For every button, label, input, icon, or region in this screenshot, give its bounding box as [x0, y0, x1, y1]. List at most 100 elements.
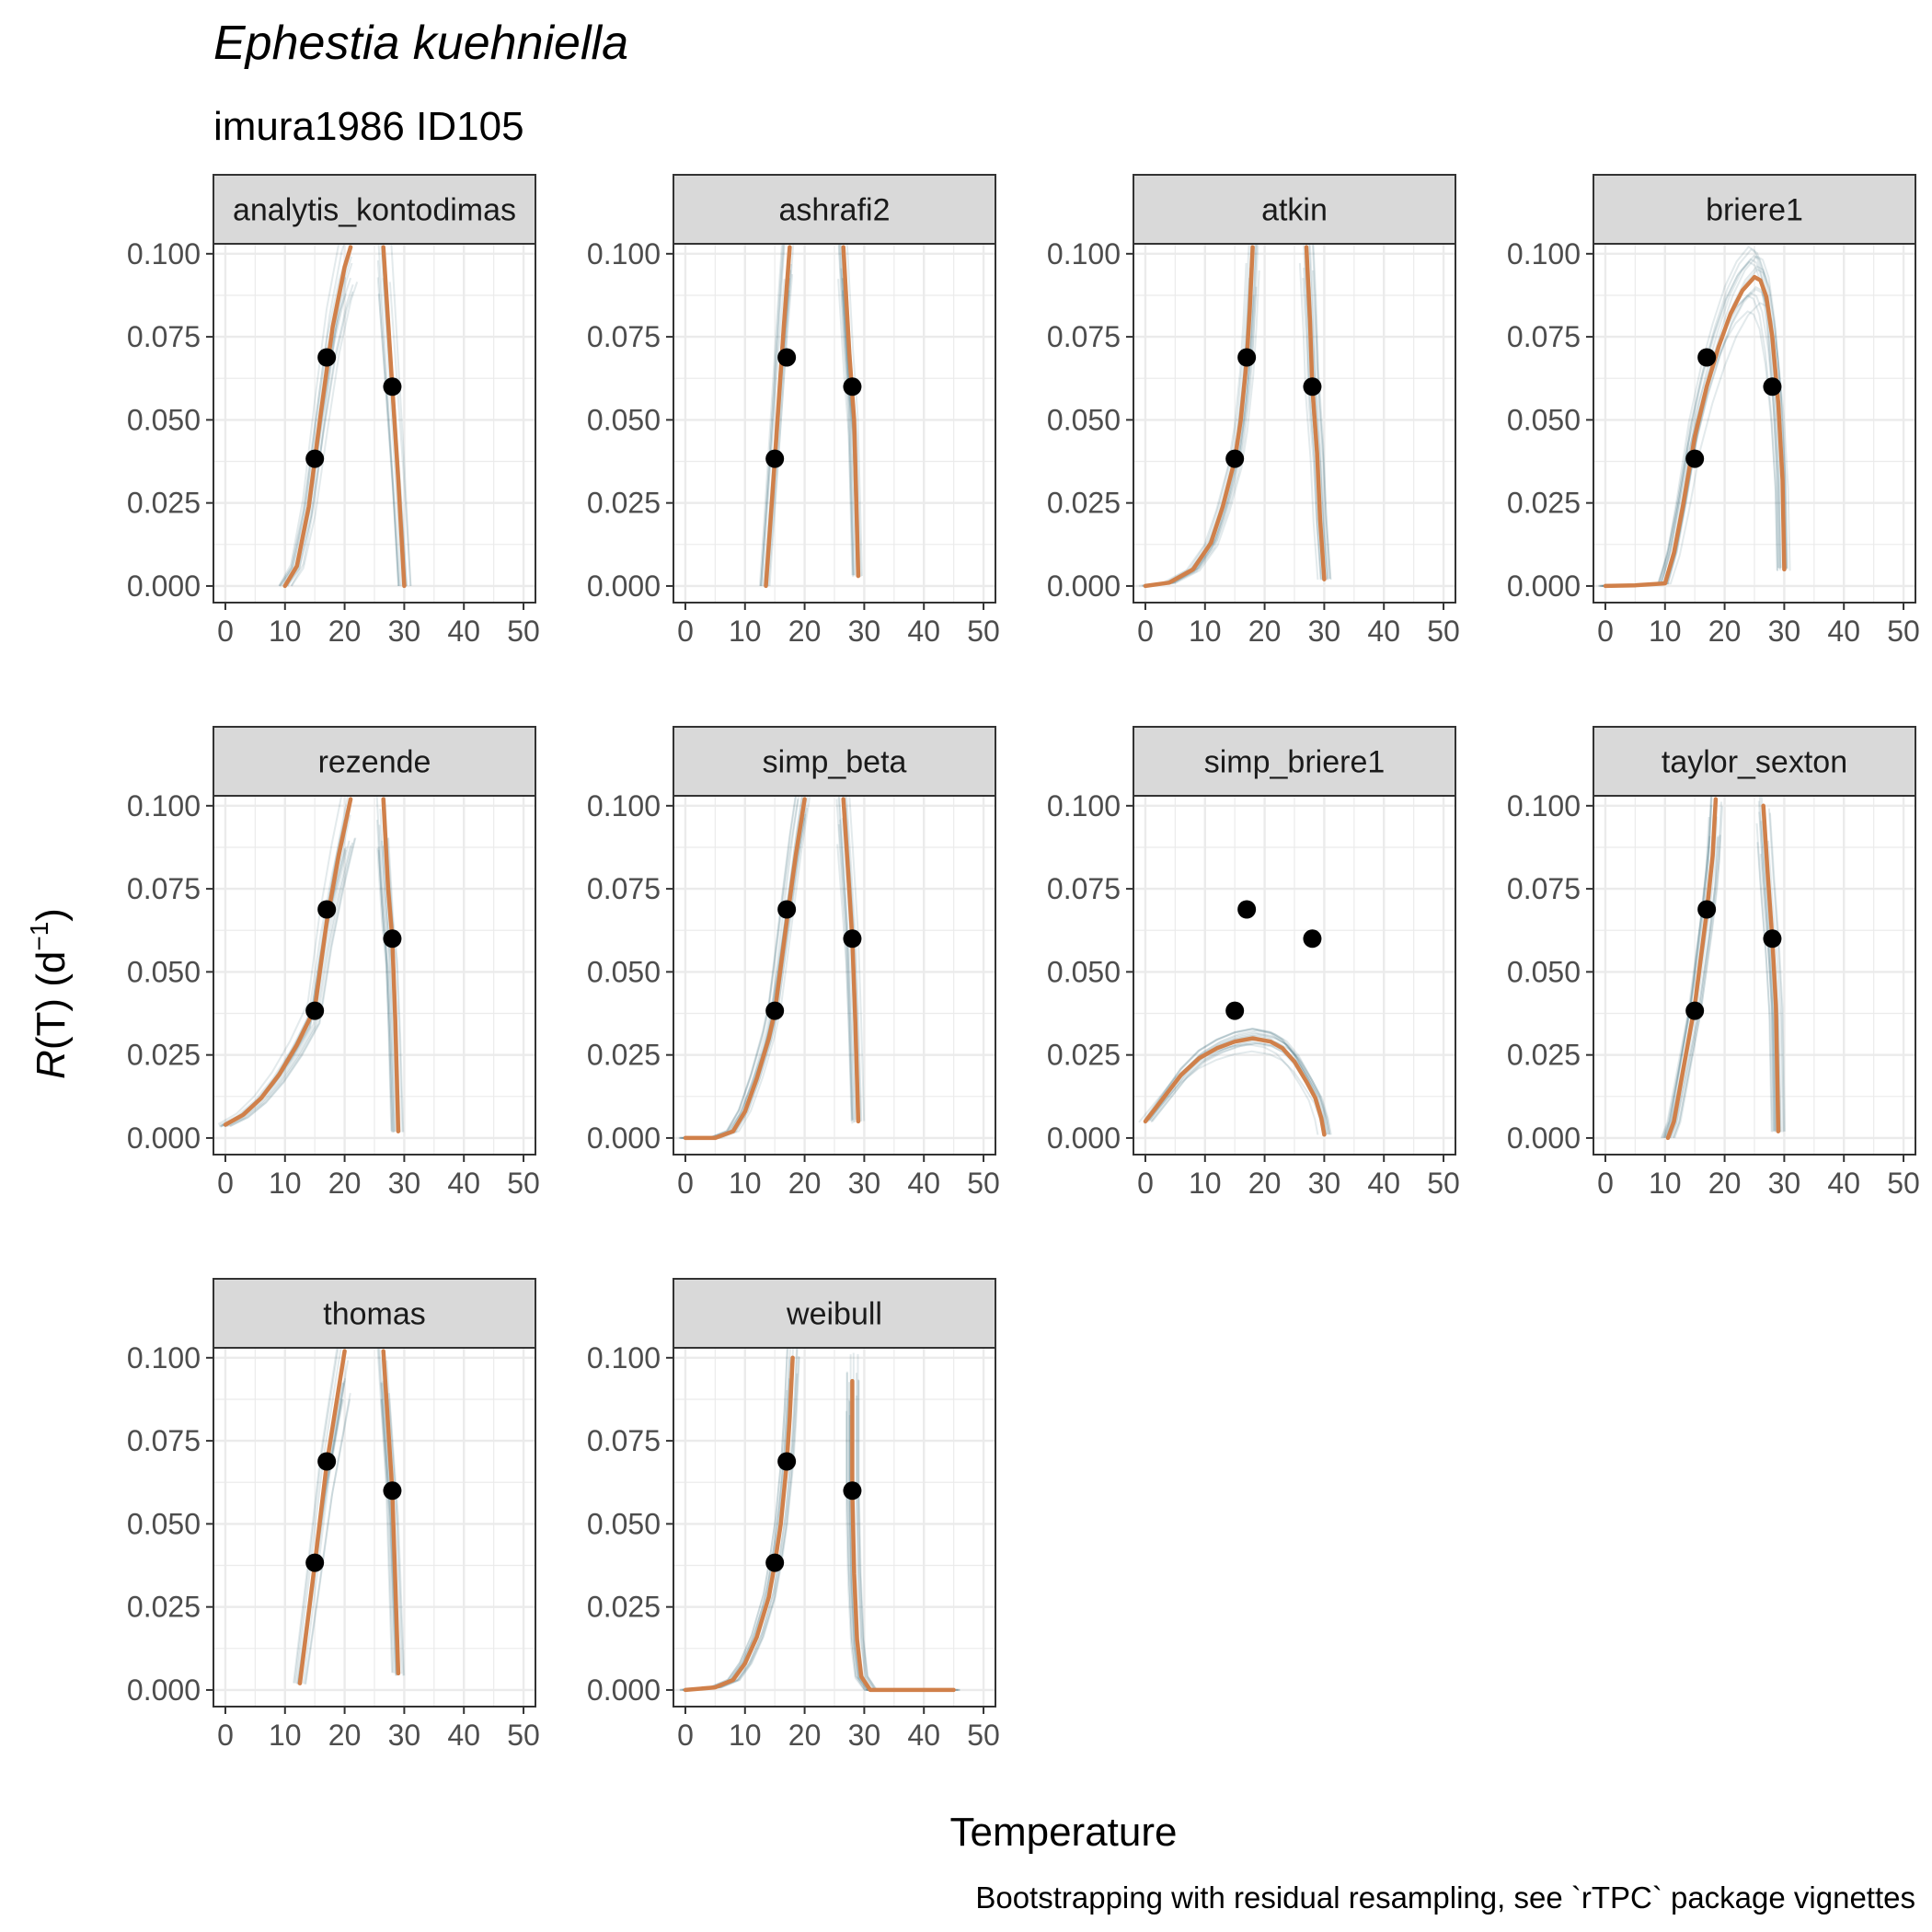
bootstrap-curve — [1144, 1050, 1325, 1136]
y-tick-label: 0.000 — [587, 569, 661, 603]
data-point — [777, 348, 797, 367]
bootstrap-curve — [1766, 840, 1785, 1133]
bootstrap-curve — [377, 244, 399, 586]
y-tick-label: 0.075 — [587, 872, 661, 905]
y-tick-label: 0.025 — [127, 487, 201, 520]
bootstrap-curve — [678, 799, 799, 1139]
panel-data — [679, 1348, 960, 1693]
bootstrap-curve — [229, 837, 357, 1127]
fit-curve — [297, 1349, 347, 1685]
bootstrap-curve — [375, 820, 394, 1133]
y-tick-label: 0.100 — [1507, 237, 1581, 270]
bootstrap-curve — [291, 282, 359, 587]
fit-curve — [683, 797, 807, 1141]
x-tick-label: 40 — [907, 615, 940, 648]
y-tick-label: 0.025 — [1047, 1039, 1121, 1072]
bootstrap-curve — [1600, 260, 1780, 587]
panel-data — [1598, 245, 1791, 589]
y-tick-label: 0.000 — [1507, 1121, 1581, 1155]
data-point — [1225, 1001, 1245, 1020]
bootstrap-curve — [302, 1360, 350, 1685]
bootstrap-curve — [758, 244, 783, 586]
x-tick-label: 30 — [848, 615, 881, 648]
bootstrap-curve — [759, 279, 786, 586]
bootstrap-curve — [390, 244, 412, 586]
y-tick-label: 0.025 — [1507, 1039, 1581, 1072]
y-axis-label-main: (T) (d — [29, 951, 74, 1051]
facet-label: analytis_kontodimas — [233, 193, 516, 228]
facet-panel: ashrafi2 0 10 20 30 40 50 0.000 0.025 0.050 0.075 0… — [587, 174, 1000, 648]
panel-border — [1133, 795, 1456, 1156]
data-point — [777, 900, 797, 919]
x-tick-label: 0 — [217, 615, 234, 648]
y-tick-label: 0.000 — [587, 1121, 661, 1155]
bootstrap-curve — [679, 796, 797, 1139]
facet-strip — [673, 174, 996, 245]
y-tick-label: 0.075 — [1047, 872, 1121, 905]
bootstrap-curve — [1756, 842, 1774, 1133]
data-point — [843, 1481, 862, 1501]
x-tick-label: 40 — [447, 1167, 480, 1200]
x-tick-label: 10 — [729, 1167, 762, 1200]
bootstrap-curve — [387, 1393, 406, 1676]
data-point — [383, 1481, 402, 1501]
facet-label: briere1 — [1706, 193, 1803, 228]
y-axis-label-sup: −1 — [25, 922, 53, 951]
y-tick-label: 0.100 — [587, 1341, 661, 1374]
bootstrap-curve — [376, 277, 400, 586]
facet-panels: analytis_kontodimas 0 10 20 30 40 50 0.000 0.025… — [127, 174, 1920, 1752]
bootstrap-curve — [839, 244, 856, 576]
x-tick-label: 10 — [1189, 615, 1222, 648]
data-point — [305, 1001, 325, 1020]
y-tick-label: 0.050 — [587, 1507, 661, 1540]
x-tick-label: 40 — [447, 1719, 480, 1752]
x-tick-label: 50 — [1887, 615, 1920, 648]
x-tick-label: 50 — [1427, 1167, 1460, 1200]
y-tick-label: 0.050 — [1047, 955, 1121, 988]
x-tick-label: 0 — [1597, 615, 1614, 648]
y-tick-label: 0.025 — [127, 1591, 201, 1624]
bootstrap-curve — [1661, 835, 1711, 1139]
x-tick-label: 0 — [217, 1167, 234, 1200]
data-point — [317, 1452, 337, 1471]
bootstrap-curve — [680, 796, 798, 1139]
bootstrap-curve — [1308, 286, 1329, 581]
data-point — [1225, 449, 1245, 468]
bootstrap-curve — [1151, 244, 1259, 587]
x-tick-label: 10 — [729, 1719, 762, 1752]
data-point — [383, 929, 402, 949]
panel-border — [673, 795, 996, 1156]
x-tick-label: 30 — [388, 1719, 421, 1752]
x-tick-label: 50 — [507, 615, 540, 648]
bootstrap-curve — [1302, 244, 1322, 580]
facet-panel: simp_briere1 0 10 20 30 40 50 0.000 0.025 0.050 0.… — [1047, 726, 1460, 1200]
panel-border — [673, 243, 996, 604]
bootstrap-curve — [1601, 258, 1782, 587]
panel-border — [673, 1347, 996, 1708]
bootstrap-curve — [845, 1410, 949, 1691]
x-tick-label: 20 — [1708, 1167, 1742, 1200]
x-tick-label: 20 — [788, 1167, 822, 1200]
facet-panel: simp_beta 0 10 20 30 40 50 0.000 0.025 0.050 0.075… — [587, 726, 1000, 1200]
y-tick-label: 0.100 — [587, 789, 661, 822]
bootstrap-curve — [293, 1348, 339, 1684]
bootstrap-curve — [380, 244, 403, 586]
y-tick-label: 0.100 — [127, 1341, 201, 1374]
bootstrap-curve — [761, 244, 786, 586]
data-point — [305, 449, 325, 468]
bootstrap-curve — [387, 1399, 405, 1676]
facet-strip — [673, 1278, 996, 1349]
x-tick-label: 20 — [788, 615, 822, 648]
y-tick-label: 0.000 — [1047, 569, 1121, 603]
data-point — [1697, 900, 1717, 919]
y-tick-label: 0.000 — [127, 569, 201, 603]
data-point — [317, 900, 337, 919]
panel-border — [213, 243, 536, 604]
y-tick-label: 0.050 — [127, 403, 201, 436]
facet-label: ashrafi2 — [779, 193, 891, 228]
y-tick-label: 0.050 — [127, 955, 201, 988]
x-tick-label: 40 — [907, 1719, 940, 1752]
bootstrap-curve — [680, 1348, 788, 1691]
y-tick-label: 0.000 — [127, 1121, 201, 1155]
